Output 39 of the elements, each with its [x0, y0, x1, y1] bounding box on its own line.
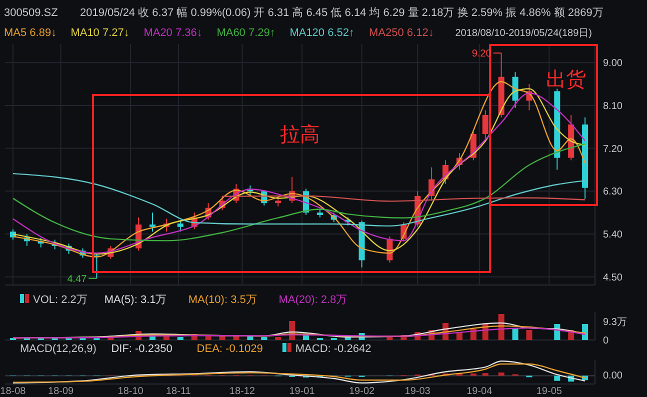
text: MA120 6.52↑ [290, 27, 355, 39]
x-tick-label: 18-09 [48, 386, 74, 397]
text: 2019/05/24 收 6.37 幅 0.99%(0.06) 开 6.31 高 6.45 低 6.14 均 6.29 量 2.18万 换 2.59% 振 4.86% 额 2869万 [80, 6, 604, 19]
series-label: DIF: -0.2350 [111, 343, 172, 355]
x-tick-label: 18-10 [118, 386, 144, 397]
y-tick-label: 8.10 [603, 100, 623, 112]
text: MA20 7.36↓ [144, 27, 202, 39]
text: MA(10): 3.5万 [188, 294, 257, 306]
text: MA250 6.12↓ [369, 27, 434, 39]
annotation: 拉高 [280, 123, 320, 146]
chart-title: MACD(12,26,9) [20, 343, 96, 355]
y-tick-label: 0 [603, 336, 609, 346]
chart-title: 300509.SZ [4, 7, 58, 19]
y-tick-label: 4.50 [603, 272, 623, 284]
annotation: 出货 [546, 69, 586, 91]
series-label: DEA: -0.1029 [196, 343, 263, 355]
legend-label: MACD: -0.2642 [295, 343, 372, 355]
text: 2018/08/10-2019/05/24(189日) [455, 28, 592, 39]
y-tick-label: 5.40 [603, 230, 623, 241]
x-tick-label: 18-12 [229, 386, 256, 397]
y-tick-label: 9.00 [603, 58, 623, 70]
text: MA(5): 3.1万 [104, 294, 167, 306]
text: 0.00 [603, 370, 623, 382]
text: MA60 7.29↑ [216, 27, 276, 39]
y-tick-label: 7.20 [603, 144, 623, 155]
y-tick-label: 9.3万 [603, 316, 627, 328]
text: MA10 7.27↓ [70, 27, 130, 39]
x-tick-label: 19-01 [289, 386, 316, 397]
annotation: 4.47 [67, 274, 88, 285]
x-tick-label: 18-11 [166, 386, 192, 397]
legend-label: VOL: 2.2万 [33, 294, 88, 306]
x-tick-label: 19-02 [349, 386, 376, 397]
x-tick-label: 18-08 [0, 386, 26, 397]
text: MA5 6.89↓ [4, 27, 57, 39]
y-tick-label: 6.30 [603, 186, 623, 198]
x-tick-label: 19-04 [466, 386, 493, 397]
x-tick-label: 19-05 [536, 386, 562, 397]
x-tick-label: 19-03 [404, 386, 431, 397]
text: MA(20): 2.8万 [278, 294, 348, 306]
